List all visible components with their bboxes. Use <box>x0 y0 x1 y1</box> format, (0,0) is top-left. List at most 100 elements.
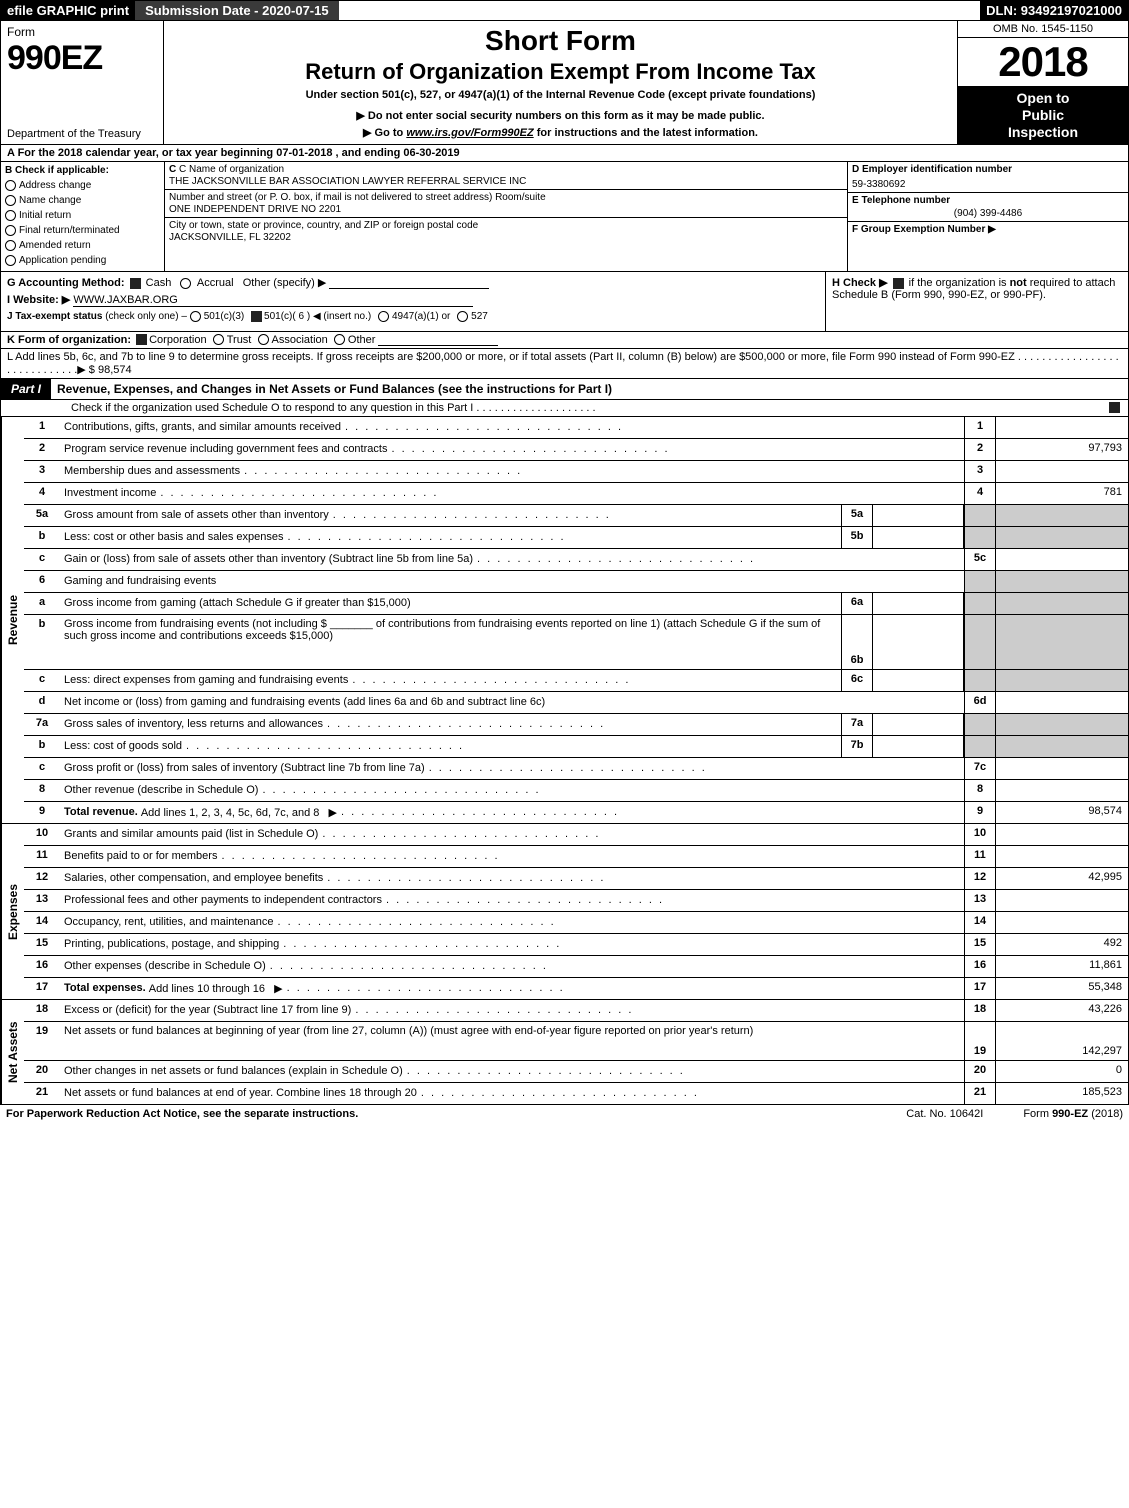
line-rnum: 20 <box>964 1061 996 1082</box>
line-desc: Grants and similar amounts paid (list in… <box>60 824 964 845</box>
b-name-change[interactable]: Name change <box>5 194 160 208</box>
line-9: 9 Total revenue. Add lines 1, 2, 3, 4, 5… <box>24 802 1128 823</box>
radio-icon[interactable] <box>213 334 224 345</box>
line-num: 9 <box>24 802 60 823</box>
netassets-body: 18 Excess or (deficit) for the year (Sub… <box>24 1000 1128 1104</box>
radio-icon[interactable] <box>5 240 16 251</box>
h-not: not <box>1010 277 1027 289</box>
line-desc: Program service revenue including govern… <box>60 439 964 460</box>
line-desc: Gross sales of inventory, less returns a… <box>60 714 841 735</box>
section-l: L Add lines 5b, 6c, and 7b to line 9 to … <box>0 349 1129 379</box>
line-num: 16 <box>24 956 60 977</box>
f-label: F Group Exemption Number ▶ <box>852 224 996 235</box>
line-rnum: 5c <box>964 549 996 570</box>
form-label: Form <box>7 25 157 39</box>
d-label: D Employer identification number <box>852 164 1124 175</box>
checkbox-filled-icon[interactable] <box>893 278 904 289</box>
mid-value <box>873 670 964 691</box>
radio-icon[interactable] <box>180 278 191 289</box>
line-rnum-shade <box>964 736 996 757</box>
line-num: 13 <box>24 890 60 911</box>
return-title: Return of Organization Exempt From Incom… <box>305 59 816 85</box>
line-desc: Occupancy, rent, utilities, and maintena… <box>60 912 964 933</box>
radio-icon[interactable] <box>5 255 16 266</box>
radio-icon[interactable] <box>5 225 16 236</box>
g-other-input[interactable] <box>329 288 489 289</box>
line-value-shade <box>996 736 1128 757</box>
radio-icon[interactable] <box>5 210 16 221</box>
mid-num: 5b <box>841 527 873 548</box>
line-desc: Net income or (loss) from gaming and fun… <box>60 692 964 713</box>
line-desc: Printing, publications, postage, and shi… <box>60 934 964 955</box>
website-value[interactable]: WWW.JAXBAR.ORG <box>73 294 473 307</box>
line-rnum-shade <box>964 714 996 735</box>
checkbox-filled-icon[interactable] <box>130 278 141 289</box>
line-rnum: 2 <box>964 439 996 460</box>
line-12: 12 Salaries, other compensation, and emp… <box>24 868 1128 890</box>
section-b: B Check if applicable: Address change Na… <box>1 162 165 271</box>
tax-year-end: 06-30-2019 <box>403 147 459 159</box>
radio-icon[interactable] <box>5 180 16 191</box>
g-cash: Cash <box>146 277 172 289</box>
revenue-side-label: Revenue <box>1 417 24 823</box>
checkbox-filled-icon[interactable] <box>1109 402 1120 413</box>
radio-icon[interactable] <box>190 311 201 322</box>
tax-year-row: A For the 2018 calendar year, or tax yea… <box>0 145 1129 162</box>
line-desc: Total revenue. Add lines 1, 2, 3, 4, 5c,… <box>60 802 964 823</box>
b-final-return[interactable]: Final return/terminated <box>5 224 160 238</box>
phone-value: (904) 399-4486 <box>852 208 1124 219</box>
line-rnum-shade <box>964 670 996 691</box>
line-desc: Gross income from gaming (attach Schedul… <box>60 593 841 614</box>
radio-icon[interactable] <box>258 334 269 345</box>
j-501c: 501(c)( 6 ) ◀ (insert no.) <box>264 312 371 323</box>
goto-link[interactable]: ▶ Go to www.irs.gov/Form990EZ for instru… <box>363 126 758 139</box>
line-value <box>996 824 1128 845</box>
line-value-shade <box>996 571 1128 592</box>
line-num: c <box>24 670 60 691</box>
radio-icon[interactable] <box>5 195 16 206</box>
line-num: 18 <box>24 1000 60 1021</box>
part1-header: Part I Revenue, Expenses, and Changes in… <box>0 379 1129 400</box>
part1-label: Part I <box>1 379 51 399</box>
org-city: JACKSONVILLE, FL 32202 <box>169 232 843 243</box>
open-public-badge: Open to Public Inspection <box>958 86 1128 144</box>
radio-icon[interactable] <box>378 311 389 322</box>
dept-label: Department of the Treasury <box>7 128 157 140</box>
section-k: K Form of organization: Corporation Trus… <box>0 332 1129 349</box>
b-application-pending[interactable]: Application pending <box>5 254 160 268</box>
line-6b: b Gross income from fundraising events (… <box>24 615 1128 670</box>
line-value-shade <box>996 615 1128 669</box>
line-rnum: 11 <box>964 846 996 867</box>
line-rnum: 6d <box>964 692 996 713</box>
h-section: H Check ▶ if the organization is not req… <box>825 272 1128 330</box>
line-num: 17 <box>24 978 60 999</box>
submission-date: Submission Date - 2020-07-15 <box>135 1 339 20</box>
mid-num: 6a <box>841 593 873 614</box>
line-rnum: 8 <box>964 780 996 801</box>
line-rnum-shade <box>964 571 996 592</box>
k-other-input[interactable] <box>378 345 498 346</box>
line-num: 12 <box>24 868 60 889</box>
line-value <box>996 417 1128 438</box>
radio-icon[interactable] <box>457 311 468 322</box>
line-11: 11 Benefits paid to or for members 11 <box>24 846 1128 868</box>
line-desc: Gross amount from sale of assets other t… <box>60 505 841 526</box>
b-initial-return[interactable]: Initial return <box>5 209 160 223</box>
under-section: Under section 501(c), 527, or 4947(a)(1)… <box>306 89 816 101</box>
section-c: C C Name of organization THE JACKSONVILL… <box>165 162 848 271</box>
checkbox-filled-icon[interactable] <box>136 334 147 345</box>
line-7a: 7a Gross sales of inventory, less return… <box>24 714 1128 736</box>
line-19: 19 Net assets or fund balances at beginn… <box>24 1022 1128 1061</box>
b-amended-return[interactable]: Amended return <box>5 239 160 253</box>
b-address-change[interactable]: Address change <box>5 179 160 193</box>
line-rnum-shade <box>964 505 996 526</box>
g-accounting: G Accounting Method: Cash Accrual Other … <box>7 276 819 289</box>
line-1: 1 Contributions, gifts, grants, and simi… <box>24 417 1128 439</box>
checkbox-filled-icon[interactable] <box>251 311 262 322</box>
line-rnum: 16 <box>964 956 996 977</box>
line-desc: Gaming and fundraising events <box>60 571 964 592</box>
line-num: 3 <box>24 461 60 482</box>
radio-icon[interactable] <box>334 334 345 345</box>
line-6: 6 Gaming and fundraising events <box>24 571 1128 593</box>
tax-year: 2018 <box>958 38 1128 86</box>
